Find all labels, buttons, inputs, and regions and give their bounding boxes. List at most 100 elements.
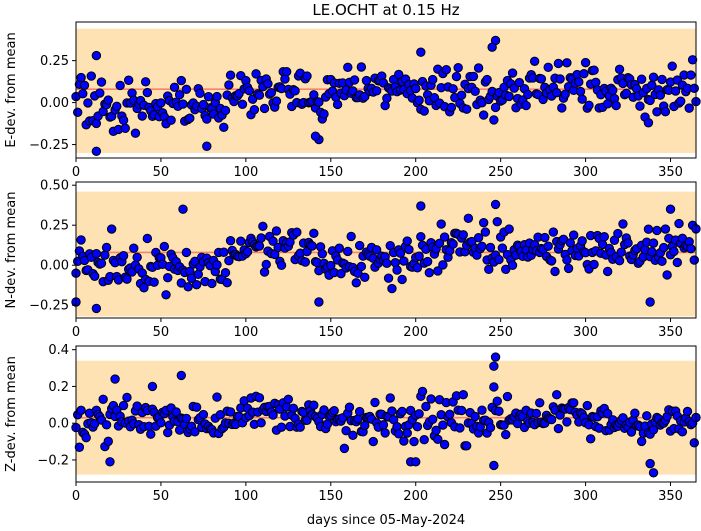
y-axis-label: N-dev. from mean <box>4 192 19 309</box>
data-point <box>307 241 317 251</box>
data-point <box>686 244 696 254</box>
data-point <box>251 69 261 79</box>
data-point <box>648 72 659 82</box>
data-point <box>422 256 433 267</box>
data-point <box>261 259 271 270</box>
data-point <box>348 430 358 441</box>
data-point <box>487 42 497 52</box>
data-point <box>608 85 618 96</box>
data-point <box>552 390 562 400</box>
y-tick-label: −0.25 <box>29 299 69 314</box>
data-point <box>110 374 120 384</box>
data-point <box>81 433 91 443</box>
data-point <box>334 243 344 253</box>
data-point <box>497 243 508 253</box>
data-point <box>411 457 421 467</box>
data-point <box>105 457 115 467</box>
data-point <box>585 434 596 444</box>
data-point <box>433 434 443 445</box>
data-point <box>336 268 346 279</box>
x-tick-label: 250 <box>488 489 513 504</box>
data-point <box>219 122 229 132</box>
data-point <box>78 88 88 99</box>
y-tick-label: 0.4 <box>48 343 69 358</box>
data-point <box>490 102 501 113</box>
data-point <box>178 204 188 214</box>
data-point <box>132 252 142 263</box>
data-point <box>254 90 265 100</box>
data-point <box>674 218 684 229</box>
data-point <box>451 71 462 82</box>
data-point <box>222 277 232 288</box>
data-point <box>562 255 572 265</box>
data-point <box>193 269 204 280</box>
data-point <box>76 72 86 83</box>
x-tick-label: 200 <box>403 165 428 180</box>
data-point <box>489 115 499 125</box>
data-point <box>635 101 645 111</box>
data-point <box>521 100 531 111</box>
data-point <box>225 407 236 417</box>
data-point <box>385 393 395 403</box>
data-point <box>237 99 248 109</box>
y-tick-label: 0.0 <box>48 417 69 432</box>
data-point <box>191 402 202 412</box>
data-point <box>531 408 542 419</box>
data-point <box>529 56 540 66</box>
data-point <box>361 75 372 86</box>
data-point <box>382 93 392 103</box>
data-point <box>399 436 409 446</box>
x-axis-label: days since 05-May-2024 <box>307 513 465 528</box>
data-point <box>657 256 667 267</box>
data-point <box>404 244 414 255</box>
data-point <box>540 232 550 243</box>
data-point <box>543 62 553 73</box>
data-point <box>501 264 511 275</box>
x-tick-label: 150 <box>318 165 343 180</box>
data-point <box>112 101 122 111</box>
data-point <box>636 436 647 447</box>
data-point <box>96 258 107 268</box>
plot-frame <box>75 181 697 319</box>
data-point <box>397 406 407 417</box>
data-point <box>212 260 222 270</box>
data-point <box>434 238 445 248</box>
data-point <box>411 83 421 94</box>
panel-1: 0 50 100 150 200 250 300 350 −0.25 0.00 0.25 E-dev.… <box>4 21 701 180</box>
data-point <box>212 91 222 102</box>
data-point <box>507 68 518 78</box>
x-tick-label: 300 <box>573 325 598 340</box>
data-point <box>130 128 141 138</box>
data-point <box>412 263 423 273</box>
data-point <box>470 411 480 422</box>
data-point <box>502 391 513 402</box>
data-point <box>504 224 514 234</box>
data-point <box>89 271 100 281</box>
data-point <box>76 235 86 245</box>
data-point <box>181 413 192 424</box>
data-point <box>224 80 234 90</box>
data-point <box>636 74 647 84</box>
data-point <box>219 247 229 257</box>
data-point <box>643 224 654 234</box>
data-point <box>416 47 426 57</box>
data-point <box>662 270 672 280</box>
data-point <box>166 115 176 125</box>
data-point <box>614 256 625 266</box>
data-point <box>458 230 468 240</box>
data-point <box>536 74 547 84</box>
data-point <box>546 414 557 425</box>
data-point <box>254 241 265 251</box>
y-tick-label: 0.25 <box>40 219 69 234</box>
data-point <box>319 405 329 415</box>
data-point <box>614 64 625 75</box>
data-point <box>563 263 574 274</box>
data-point <box>507 260 518 271</box>
data-point <box>142 87 153 98</box>
data-point <box>202 141 212 151</box>
data-point <box>648 238 659 248</box>
data-point <box>402 236 412 246</box>
data-point <box>504 91 514 102</box>
data-point <box>489 382 499 392</box>
data-point <box>242 247 253 257</box>
